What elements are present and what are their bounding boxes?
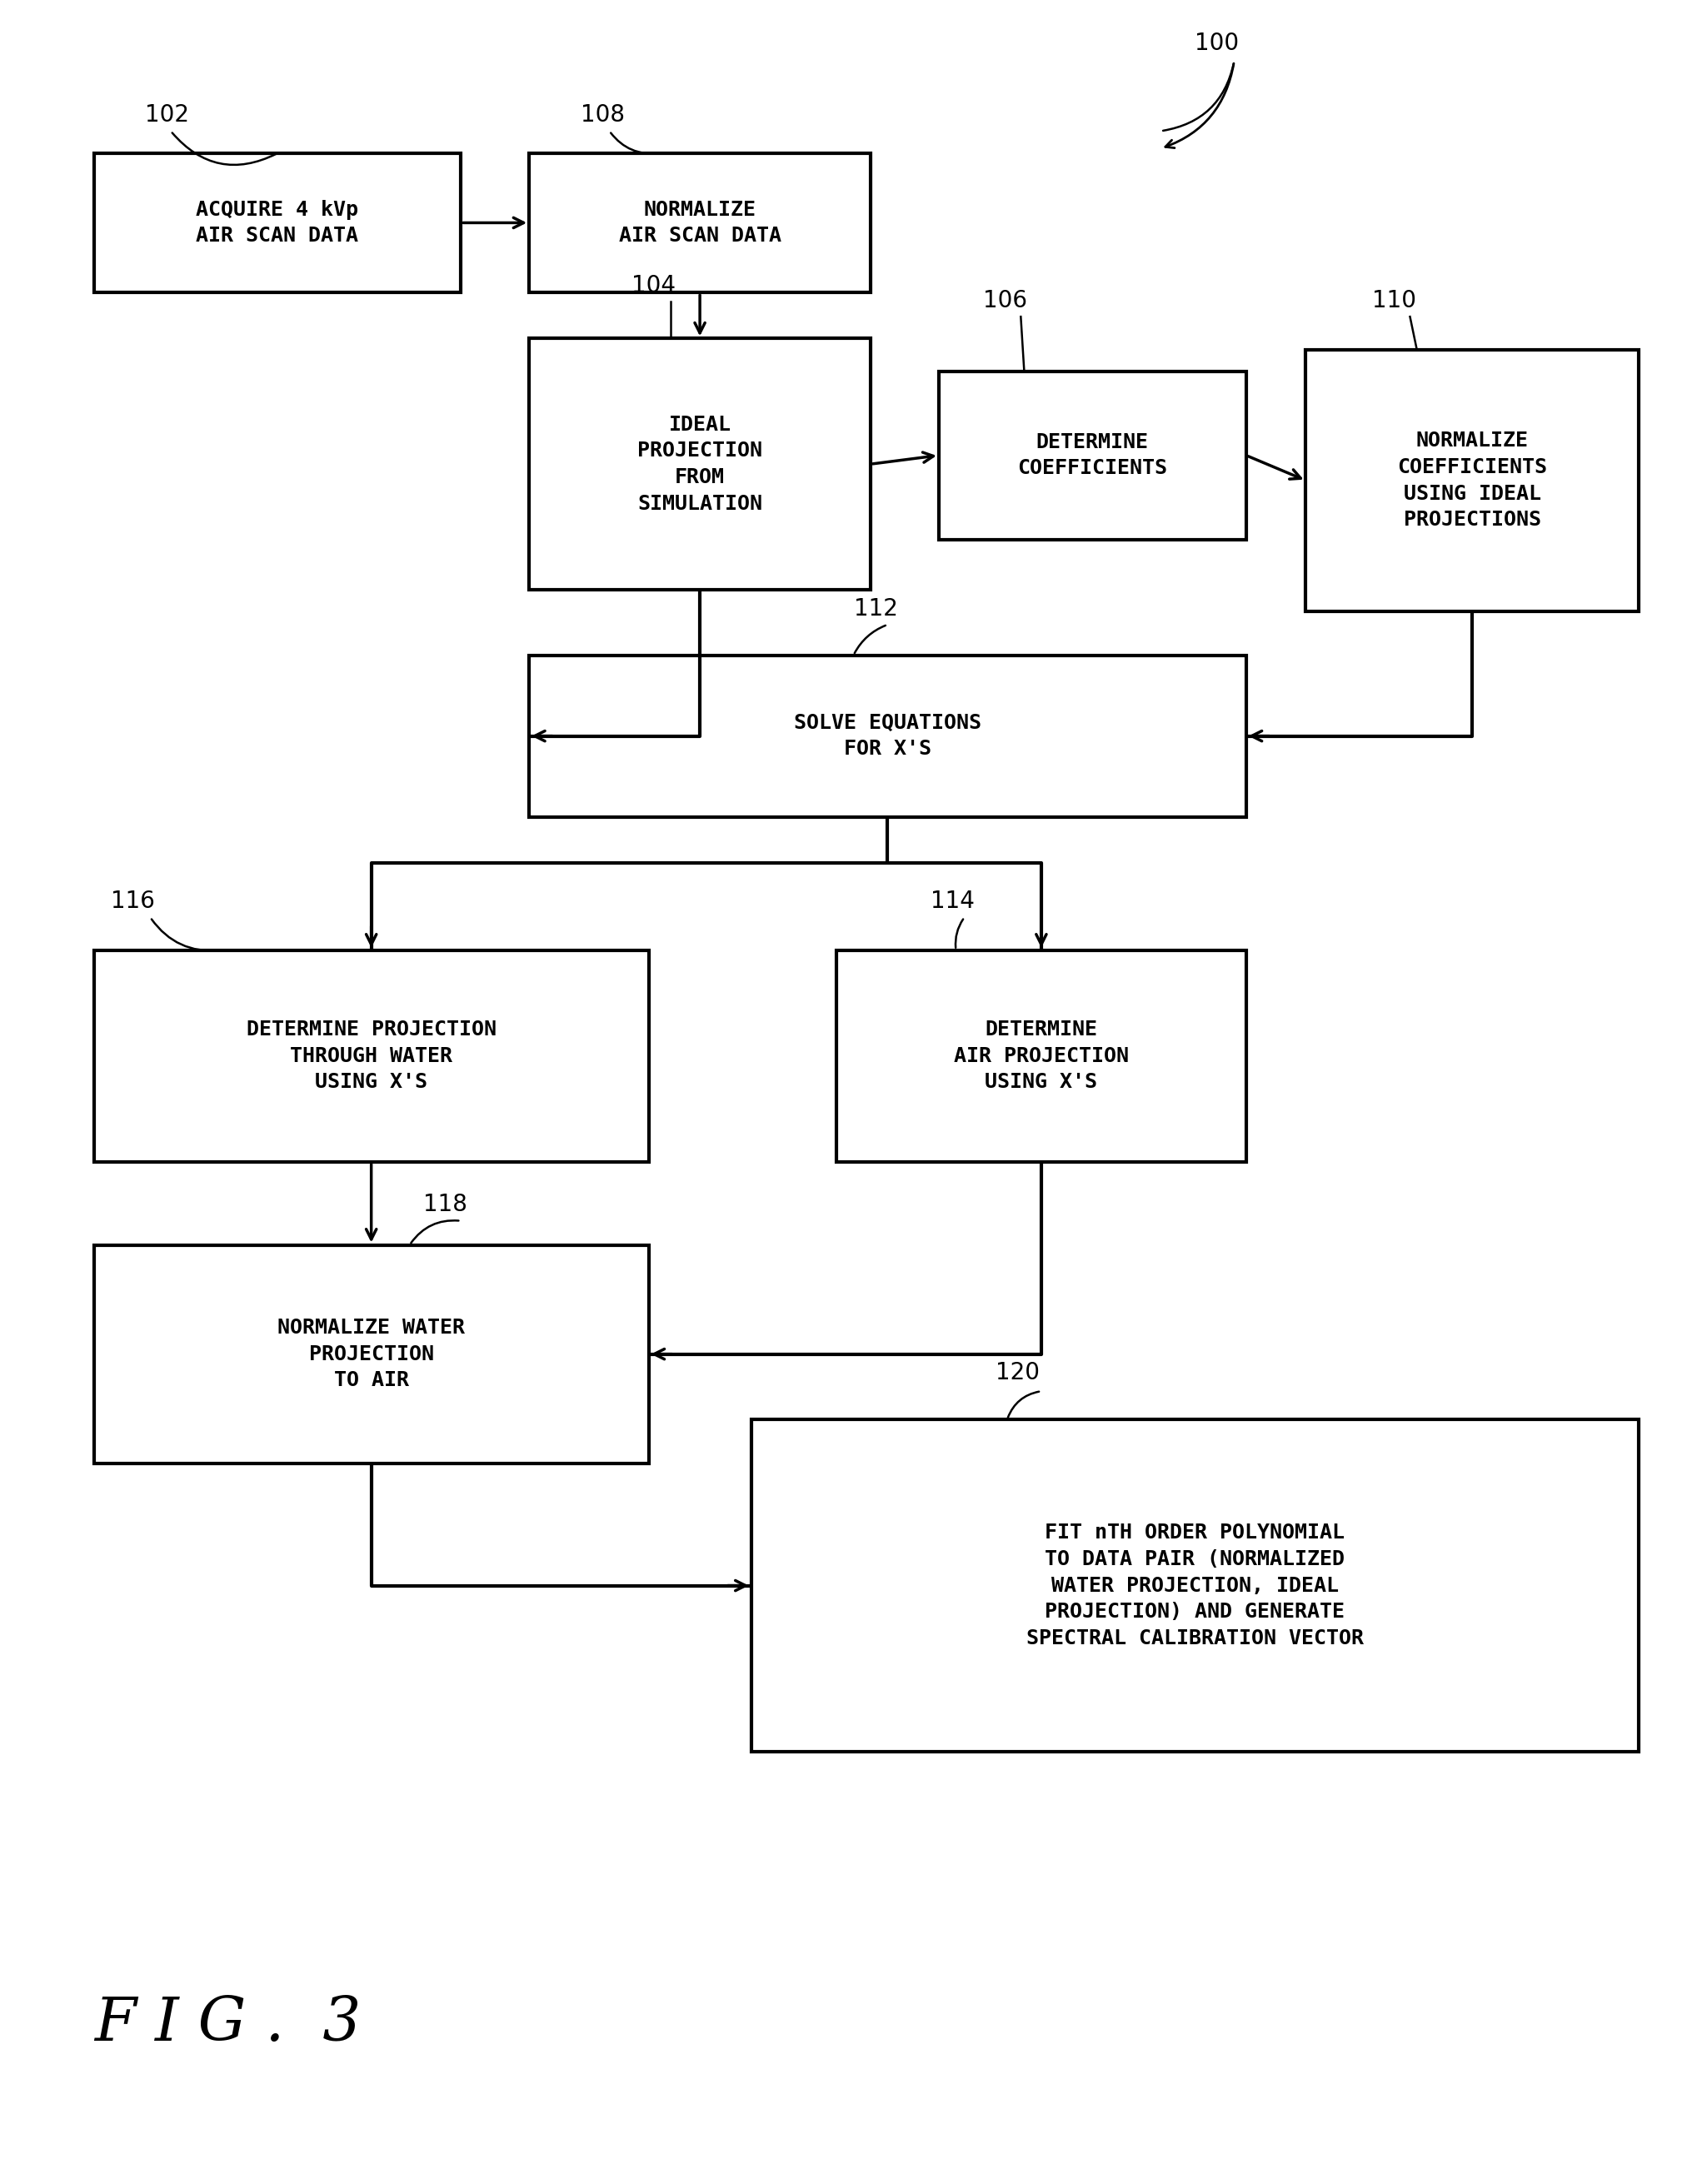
Bar bbox=[1306, 349, 1639, 612]
Text: DETERMINE
AIR PROJECTION
USING X'S: DETERMINE AIR PROJECTION USING X'S bbox=[954, 1020, 1128, 1092]
Text: SOLVE EQUATIONS
FOR X'S: SOLVE EQUATIONS FOR X'S bbox=[794, 712, 982, 760]
Text: 110: 110 bbox=[1372, 288, 1417, 312]
Text: 118: 118 bbox=[423, 1192, 468, 1216]
Text: DETERMINE
COEFFICIENTS: DETERMINE COEFFICIENTS bbox=[1017, 432, 1168, 478]
Text: NORMALIZE
COEFFICIENTS
USING IDEAL
PROJECTIONS: NORMALIZE COEFFICIENTS USING IDEAL PROJE… bbox=[1398, 430, 1547, 531]
Text: 106: 106 bbox=[983, 288, 1028, 312]
Text: FIT nTH ORDER POLYNOMIAL
TO DATA PAIR (NORMALIZED
WATER PROJECTION, IDEAL
PROJEC: FIT nTH ORDER POLYNOMIAL TO DATA PAIR (N… bbox=[1026, 1522, 1364, 1649]
Text: F I G .  3: F I G . 3 bbox=[94, 1994, 360, 2053]
Bar bbox=[529, 153, 871, 293]
Text: 100: 100 bbox=[1195, 31, 1239, 55]
Bar bbox=[94, 1245, 649, 1463]
Text: NORMALIZE WATER
PROJECTION
TO AIR: NORMALIZE WATER PROJECTION TO AIR bbox=[278, 1317, 464, 1391]
Bar bbox=[836, 950, 1246, 1162]
Bar bbox=[529, 655, 1246, 817]
Text: 108: 108 bbox=[580, 103, 625, 127]
Text: 120: 120 bbox=[995, 1361, 1040, 1385]
Text: ACQUIRE 4 kVp
AIR SCAN DATA: ACQUIRE 4 kVp AIR SCAN DATA bbox=[196, 199, 358, 247]
Bar bbox=[94, 153, 461, 293]
Text: 104: 104 bbox=[632, 273, 676, 297]
Text: IDEAL
PROJECTION
FROM
SIMULATION: IDEAL PROJECTION FROM SIMULATION bbox=[637, 415, 763, 513]
Text: 112: 112 bbox=[854, 596, 898, 620]
Text: NORMALIZE
AIR SCAN DATA: NORMALIZE AIR SCAN DATA bbox=[618, 199, 782, 247]
Bar bbox=[751, 1420, 1639, 1752]
Text: 116: 116 bbox=[111, 889, 155, 913]
Bar bbox=[939, 371, 1246, 539]
Bar bbox=[94, 950, 649, 1162]
Text: DETERMINE PROJECTION
THROUGH WATER
USING X'S: DETERMINE PROJECTION THROUGH WATER USING… bbox=[246, 1020, 497, 1092]
Text: 114: 114 bbox=[930, 889, 975, 913]
Bar bbox=[529, 339, 871, 590]
Text: 102: 102 bbox=[145, 103, 189, 127]
